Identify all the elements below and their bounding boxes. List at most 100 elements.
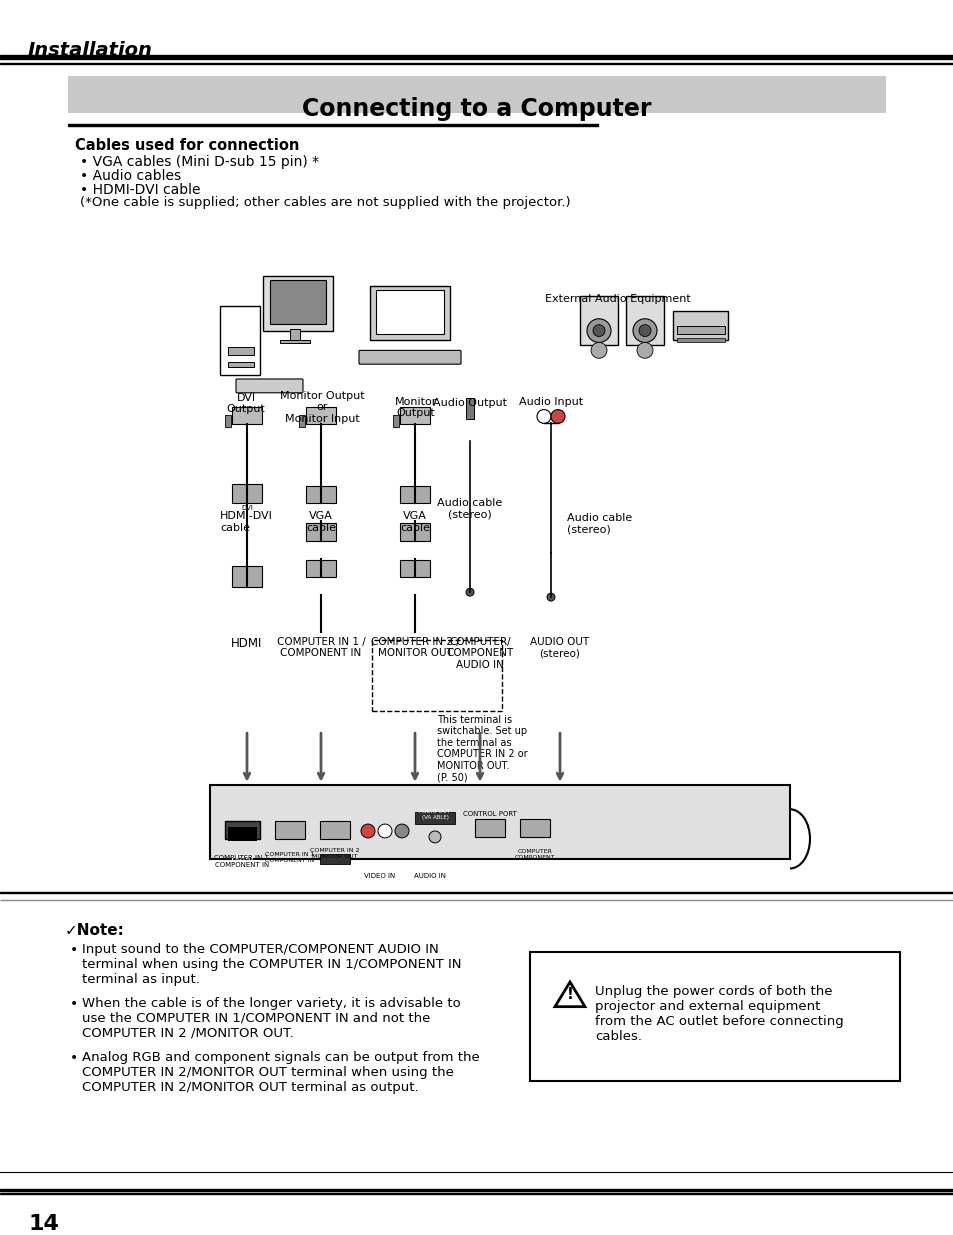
Text: DVI
Output: DVI Output bbox=[227, 393, 265, 415]
Bar bbox=[228, 347, 253, 356]
Bar bbox=[306, 559, 335, 577]
Text: Connecting to a Computer: Connecting to a Computer bbox=[302, 96, 651, 121]
Bar bbox=[232, 484, 262, 504]
Circle shape bbox=[395, 824, 409, 837]
Bar bbox=[228, 362, 253, 367]
Bar bbox=[399, 406, 430, 425]
Text: Audio cable
(stereo): Audio cable (stereo) bbox=[436, 499, 502, 520]
FancyBboxPatch shape bbox=[358, 351, 460, 364]
FancyBboxPatch shape bbox=[530, 952, 899, 1081]
Bar bbox=[672, 311, 727, 341]
Text: When the cable is of the longer variety, it is advisable to
use the COMPUTER IN : When the cable is of the longer variety,… bbox=[82, 997, 460, 1040]
Bar bbox=[306, 406, 335, 425]
Text: Audio cable
(stereo): Audio cable (stereo) bbox=[566, 514, 632, 535]
Text: ✓Note:: ✓Note: bbox=[65, 923, 125, 937]
Bar bbox=[465, 398, 474, 420]
Circle shape bbox=[360, 824, 375, 837]
Text: • HDMI-DVI cable: • HDMI-DVI cable bbox=[80, 183, 200, 196]
FancyBboxPatch shape bbox=[68, 77, 885, 114]
Bar bbox=[210, 784, 789, 858]
Bar bbox=[298, 415, 305, 427]
Text: This terminal is
switchable. Set up
the terminal as
COMPUTER IN 2 or
MONITOR OUT: This terminal is switchable. Set up the … bbox=[436, 715, 527, 783]
Text: CONTROL PORT: CONTROL PORT bbox=[462, 811, 517, 818]
Circle shape bbox=[551, 410, 564, 424]
Bar bbox=[263, 277, 333, 331]
Text: HDMI: HDMI bbox=[230, 853, 253, 862]
Bar bbox=[306, 485, 335, 504]
Bar bbox=[399, 485, 430, 504]
Text: •: • bbox=[70, 997, 78, 1010]
Bar bbox=[475, 819, 504, 837]
Text: • VGA cables (Mini D-sub 15 pin) *: • VGA cables (Mini D-sub 15 pin) * bbox=[80, 154, 319, 169]
Text: AUDIO IN: AUDIO IN bbox=[414, 873, 446, 879]
Bar bbox=[677, 326, 724, 333]
Text: (*One cable is supplied; other cables are not supplied with the projector.): (*One cable is supplied; other cables ar… bbox=[80, 196, 570, 210]
Text: Input sound to the COMPUTER/COMPONENT AUDIO IN
terminal when using the COMPUTER : Input sound to the COMPUTER/COMPONENT AU… bbox=[82, 942, 461, 986]
Bar bbox=[68, 124, 598, 126]
Circle shape bbox=[546, 593, 555, 601]
Text: HDMI: HDMI bbox=[231, 636, 262, 650]
Text: COMPUTER
COMPONENT: COMPUTER COMPONENT bbox=[515, 848, 555, 860]
Text: VGA
cable: VGA cable bbox=[306, 511, 335, 532]
Text: COMPUTER IN 1 /
COMPONENT IN: COMPUTER IN 1 / COMPONENT IN bbox=[276, 636, 365, 658]
Bar bbox=[393, 415, 398, 427]
Bar bbox=[270, 280, 326, 324]
FancyBboxPatch shape bbox=[235, 379, 303, 393]
Text: Cables used for connection: Cables used for connection bbox=[75, 138, 299, 153]
Text: AUDIO OUT
(stereo): AUDIO OUT (stereo) bbox=[530, 636, 589, 658]
Bar bbox=[0, 56, 953, 59]
Text: Unplug the power cords of both the
projector and external equipment
from the AC : Unplug the power cords of both the proje… bbox=[595, 986, 842, 1042]
Circle shape bbox=[593, 325, 604, 337]
Bar bbox=[290, 329, 299, 341]
Bar bbox=[0, 63, 953, 64]
Bar bbox=[280, 340, 310, 343]
Polygon shape bbox=[555, 982, 584, 1007]
Text: COMPUTER IN 2
MONITOR OUT: COMPUTER IN 2 MONITOR OUT bbox=[310, 848, 359, 858]
Text: !: ! bbox=[566, 987, 573, 1003]
Text: External Audio Equipment: External Audio Equipment bbox=[544, 294, 690, 304]
Text: •: • bbox=[70, 1051, 78, 1065]
Bar bbox=[677, 337, 724, 342]
Circle shape bbox=[429, 831, 440, 842]
Bar bbox=[319, 853, 350, 863]
Text: DVI: DVI bbox=[241, 505, 253, 511]
Bar bbox=[225, 415, 231, 427]
Circle shape bbox=[537, 410, 551, 424]
Bar bbox=[415, 813, 455, 824]
Circle shape bbox=[590, 342, 606, 358]
Text: Monitor Output
or
Monitor Input: Monitor Output or Monitor Input bbox=[279, 390, 364, 424]
Bar bbox=[220, 306, 260, 375]
Text: Audio Input: Audio Input bbox=[518, 396, 582, 406]
Bar bbox=[399, 559, 430, 577]
Text: VIDEO IN: VIDEO IN bbox=[364, 873, 395, 879]
Bar bbox=[579, 296, 618, 346]
Text: AUDIO OUT
(VA ABLE): AUDIO OUT (VA ABLE) bbox=[419, 809, 450, 820]
Text: Monitor
Output: Monitor Output bbox=[395, 396, 436, 419]
Text: COMPUTER IN 1
COMPONENT IN: COMPUTER IN 1 COMPONENT IN bbox=[265, 852, 314, 862]
Text: • Audio cables: • Audio cables bbox=[80, 169, 181, 183]
Text: COMPUTER IN 2 /
MONITOR OUT: COMPUTER IN 2 / MONITOR OUT bbox=[370, 636, 459, 658]
Text: HDMI-DVI
cable: HDMI-DVI cable bbox=[220, 511, 273, 532]
Circle shape bbox=[586, 319, 610, 342]
Bar bbox=[319, 821, 350, 839]
Circle shape bbox=[377, 824, 392, 837]
Bar bbox=[370, 287, 450, 341]
Bar bbox=[519, 819, 550, 837]
Bar bbox=[625, 296, 663, 346]
Bar bbox=[232, 406, 262, 425]
Bar bbox=[0, 892, 953, 893]
FancyBboxPatch shape bbox=[372, 640, 501, 710]
Text: VGA
cable: VGA cable bbox=[399, 511, 430, 532]
Circle shape bbox=[465, 588, 474, 597]
Circle shape bbox=[639, 325, 650, 337]
Text: Audio Output: Audio Output bbox=[433, 398, 506, 408]
Bar bbox=[274, 821, 305, 839]
Bar bbox=[0, 1189, 953, 1192]
Bar bbox=[306, 524, 335, 541]
Text: COMPUTER/
COMPONENT
AUDIO IN: COMPUTER/ COMPONENT AUDIO IN bbox=[446, 636, 513, 669]
Bar bbox=[225, 821, 260, 839]
Bar bbox=[375, 290, 443, 333]
Circle shape bbox=[633, 319, 657, 342]
Bar bbox=[228, 827, 256, 841]
Text: •: • bbox=[70, 942, 78, 957]
